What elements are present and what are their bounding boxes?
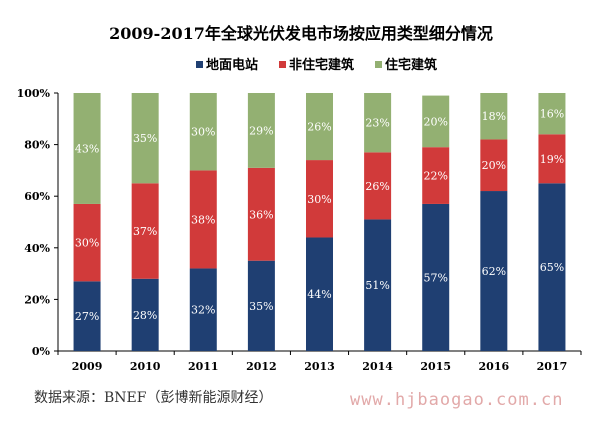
data-label: 62% (482, 265, 506, 278)
legend-swatch-2 (279, 61, 286, 68)
data-label: 29% (249, 124, 273, 137)
data-label: 38% (191, 213, 215, 226)
bar-segment-2009-3 (73, 93, 101, 204)
data-label: 37% (133, 225, 157, 238)
x-tick-label: 2017 (537, 360, 568, 373)
legend-label-2: 非住宅建筑 (289, 57, 354, 73)
data-label: 27% (75, 310, 99, 323)
data-label: 43% (75, 142, 99, 155)
bar-segment-2016-1 (480, 191, 508, 351)
data-label: 35% (249, 300, 273, 313)
x-tick-label: 2013 (304, 360, 335, 373)
data-label: 35% (133, 132, 157, 145)
chart-title: 2009-2017年全球光伏发电市场按应用类型细分情况 (109, 24, 493, 43)
data-label: 26% (307, 121, 331, 134)
bar-segment-2014-2 (364, 152, 392, 220)
data-label: 57% (423, 271, 447, 284)
bar-segment-2017-2 (538, 134, 566, 184)
bar-segment-2009-2 (73, 203, 101, 282)
data-label: 30% (307, 193, 331, 206)
source-note: 数据来源：BNEF（彭博新能源财经） (34, 390, 273, 406)
y-tick-label: 60% (24, 190, 50, 203)
bar-segment-2016-3 (480, 93, 508, 140)
data-label: 23% (365, 117, 389, 130)
x-tick-label: 2009 (72, 360, 103, 373)
bar-segment-2010-1 (131, 278, 159, 351)
x-tick-label: 2011 (188, 360, 219, 373)
bar-segment-2015-2 (422, 147, 450, 204)
bar-segment-2012-3 (247, 93, 275, 168)
data-label: 30% (191, 126, 215, 139)
bar-segment-2015-3 (422, 95, 450, 148)
data-label: 28% (133, 309, 157, 322)
x-tick-label: 2016 (479, 360, 510, 373)
legend-swatch-1 (196, 61, 203, 68)
data-label: 26% (365, 180, 389, 193)
y-tick-label: 40% (24, 242, 50, 255)
bar-segment-2011-2 (189, 170, 217, 269)
x-tick-label: 2015 (420, 360, 451, 373)
data-label: 20% (423, 115, 447, 128)
data-label: 44% (307, 288, 331, 301)
y-tick-label: 0% (32, 345, 51, 358)
bar-segment-2011-1 (189, 268, 217, 351)
bar-segment-2017-1 (538, 183, 566, 351)
bar-segment-2014-1 (364, 219, 392, 351)
y-tick-label: 20% (24, 293, 50, 306)
x-tick-label: 2010 (130, 360, 161, 373)
bar-segment-2016-2 (480, 139, 508, 192)
data-label: 16% (540, 108, 564, 121)
bar-segment-2014-3 (364, 93, 392, 153)
bar-segment-2010-3 (131, 93, 159, 184)
legend-swatch-3 (375, 61, 382, 68)
data-label: 32% (191, 304, 215, 317)
legend-label-3: 住宅建筑 (385, 57, 437, 73)
bar-segment-2013-3 (306, 93, 333, 161)
bar-segment-2013-2 (306, 160, 333, 238)
data-label: 19% (540, 153, 564, 166)
data-label: 36% (249, 208, 273, 221)
data-label: 65% (540, 261, 564, 274)
watermark: www.hjbaogao.com.cn (350, 390, 564, 410)
bar-segment-2009-1 (73, 281, 101, 351)
data-label: 51% (365, 279, 389, 292)
bar-segment-2013-1 (306, 237, 333, 351)
data-label: 30% (75, 237, 99, 250)
y-tick-label: 100% (17, 87, 51, 100)
bar-segment-2011-3 (189, 93, 217, 171)
bar-segment-2010-2 (131, 183, 159, 279)
bar-segment-2017-3 (538, 93, 566, 135)
data-label: 22% (423, 170, 447, 183)
bar-segment-2012-1 (247, 260, 275, 351)
data-label: 18% (482, 110, 506, 123)
y-tick-label: 80% (24, 139, 50, 152)
bar-segment-2015-1 (422, 203, 450, 351)
bar-segment-2012-2 (247, 167, 275, 261)
legend-label-1: 地面电站 (206, 57, 258, 73)
x-tick-label: 2012 (246, 360, 277, 373)
data-label: 20% (482, 159, 506, 172)
x-tick-label: 2014 (362, 360, 393, 373)
